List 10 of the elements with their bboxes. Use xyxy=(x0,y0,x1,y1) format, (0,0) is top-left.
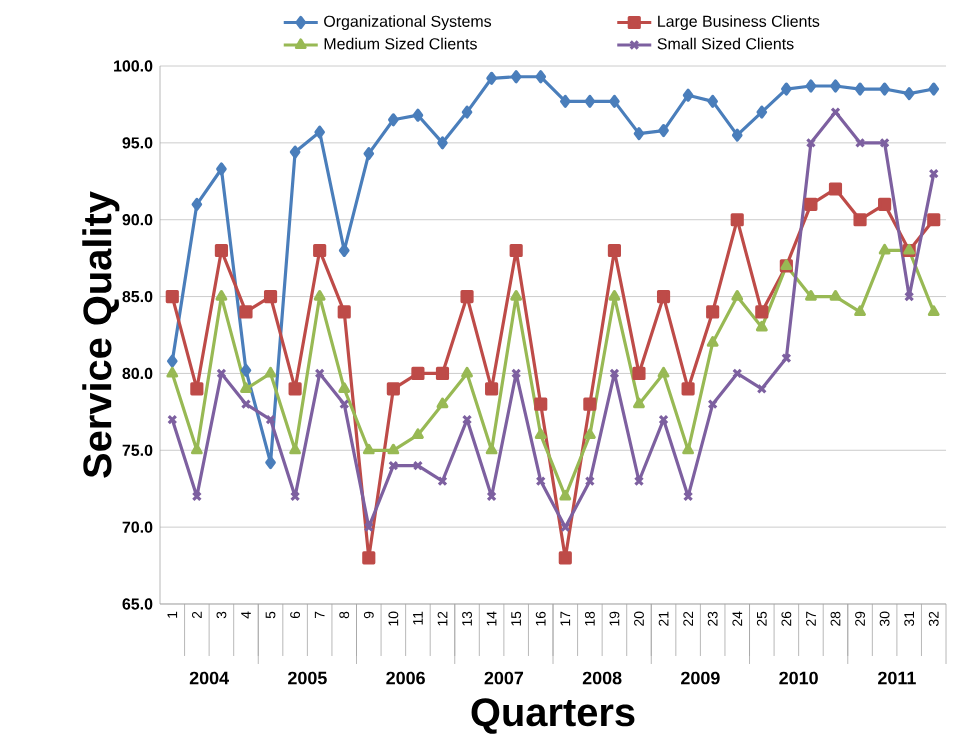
text: 2006 xyxy=(386,671,425,685)
text: 2004 xyxy=(189,671,229,685)
text: 2009 xyxy=(681,671,720,685)
text: 2010 xyxy=(779,671,818,685)
y-axis-title: Service Quality xyxy=(82,191,120,478)
text: 2007 xyxy=(484,671,524,685)
text: 2011 xyxy=(878,671,916,685)
text: 2008 xyxy=(582,671,622,685)
text: 2005 xyxy=(288,671,327,685)
x-axis-title: Quarters xyxy=(471,698,635,734)
